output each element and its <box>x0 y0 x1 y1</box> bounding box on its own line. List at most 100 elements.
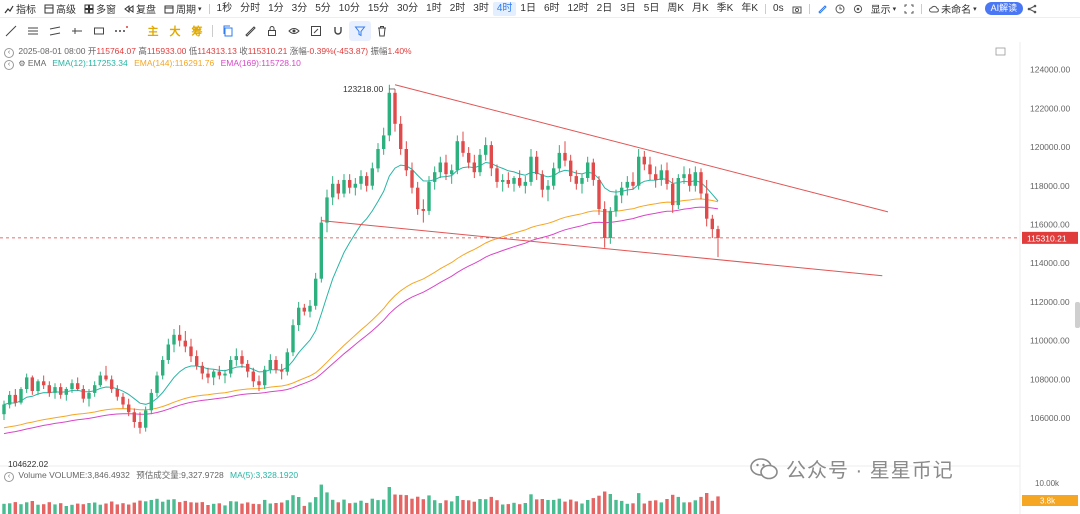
period-option[interactable]: 3分 <box>291 2 308 14</box>
candle-body[interactable] <box>586 162 590 179</box>
period-option[interactable]: 12时 <box>567 2 589 14</box>
candle-body[interactable] <box>8 394 12 405</box>
collapse-icon[interactable]: ‹ <box>4 60 14 70</box>
candle-body[interactable] <box>637 156 641 186</box>
candle-body[interactable] <box>518 178 522 186</box>
period-option[interactable]: 5日 <box>643 2 660 14</box>
candle-body[interactable] <box>648 164 652 175</box>
filter-icon[interactable] <box>349 21 371 41</box>
candle-body[interactable] <box>274 360 278 370</box>
collapse-icon[interactable]: ‹ <box>4 472 14 482</box>
horizontal-line-tool-icon[interactable] <box>66 21 88 41</box>
period-option[interactable]: 1时 <box>426 2 442 14</box>
candle-body[interactable] <box>620 187 624 196</box>
period-option[interactable]: 15分 <box>367 2 390 14</box>
settings-icon[interactable] <box>849 1 867 17</box>
candle-body[interactable] <box>161 360 165 376</box>
candle-body[interactable] <box>223 373 227 376</box>
candle-body[interactable] <box>297 307 301 326</box>
candle-body[interactable] <box>387 92 391 136</box>
camera-icon[interactable] <box>788 1 806 17</box>
candle-body[interactable] <box>642 156 646 165</box>
candle-body[interactable] <box>342 180 346 194</box>
candle-body[interactable] <box>574 176 578 184</box>
candle-body[interactable] <box>257 381 261 386</box>
candle-body[interactable] <box>382 135 386 149</box>
candle-body[interactable] <box>178 334 182 341</box>
candle-body[interactable] <box>353 183 357 188</box>
period-option[interactable]: 3时 <box>473 2 489 14</box>
candle-body[interactable] <box>206 373 210 378</box>
candle-body[interactable] <box>603 209 607 238</box>
rectangle-tool-icon[interactable] <box>88 21 110 41</box>
candle-body[interactable] <box>155 375 159 393</box>
candle-body[interactable] <box>212 371 216 378</box>
candle-body[interactable] <box>144 410 148 428</box>
candle-body[interactable] <box>614 195 618 212</box>
copy-icon[interactable] <box>217 21 239 41</box>
candle-body[interactable] <box>563 152 567 161</box>
period-option[interactable]: 6时 <box>543 2 560 14</box>
multi-window-button[interactable]: 多窗 <box>80 1 120 17</box>
candle-body[interactable] <box>25 377 29 389</box>
candle-body[interactable] <box>166 344 170 361</box>
candle-body[interactable] <box>127 404 131 413</box>
indicator-button[interactable]: 指标 <box>0 1 40 17</box>
settings-icon[interactable]: ⚙ <box>18 59 26 68</box>
lock-icon[interactable] <box>261 21 283 41</box>
candle-body[interactable] <box>529 156 533 182</box>
candle-body[interactable] <box>580 178 584 184</box>
candle-body[interactable] <box>506 180 510 184</box>
candle-body[interactable] <box>631 181 635 186</box>
candle-body[interactable] <box>285 352 289 372</box>
candle-body[interactable] <box>81 389 85 399</box>
candle-body[interactable] <box>359 176 363 184</box>
candle-body[interactable] <box>325 197 329 223</box>
candle-body[interactable] <box>200 365 204 374</box>
candle-body[interactable] <box>688 174 692 186</box>
trendline-tool-icon[interactable] <box>0 21 22 41</box>
candle-body[interactable] <box>251 371 255 382</box>
candle-body[interactable] <box>665 170 669 184</box>
period-option[interactable]: 5分 <box>315 2 331 14</box>
candle-body[interactable] <box>13 394 17 403</box>
ruler-icon[interactable] <box>239 21 261 41</box>
text-tool[interactable]: 筹 <box>191 26 203 38</box>
candle-body[interactable] <box>172 334 176 345</box>
candle-body[interactable] <box>76 383 80 389</box>
trash-icon[interactable] <box>371 21 393 41</box>
candle-body[interactable] <box>552 168 556 186</box>
candle-body[interactable] <box>263 369 267 386</box>
candle-body[interactable] <box>217 371 221 376</box>
candle-body[interactable] <box>410 170 414 188</box>
candle-body[interactable] <box>64 389 68 395</box>
candle-body[interactable] <box>438 162 442 173</box>
candle-body[interactable] <box>444 162 448 175</box>
candle-body[interactable] <box>195 356 199 366</box>
maximize-icon[interactable] <box>995 47 1006 56</box>
candle-body[interactable] <box>240 356 244 364</box>
candle-body[interactable] <box>115 389 119 397</box>
candle-body[interactable] <box>472 162 476 173</box>
replay-button[interactable]: 复盘 <box>120 1 160 17</box>
candle-body[interactable] <box>399 123 403 149</box>
candle-body[interactable] <box>671 183 675 206</box>
advanced-button[interactable]: 高级 <box>40 1 80 17</box>
candle-body[interactable] <box>104 375 108 380</box>
candle-body[interactable] <box>484 145 488 155</box>
candle-body[interactable] <box>716 229 720 238</box>
collapse-icon[interactable]: ‹ <box>4 48 14 58</box>
period-option[interactable]: 分时 <box>240 2 261 14</box>
candle-body[interactable] <box>512 178 516 184</box>
candle-body[interactable] <box>183 340 187 347</box>
fullscreen-icon[interactable] <box>900 1 918 17</box>
candle-body[interactable] <box>132 412 136 422</box>
candle-body[interactable] <box>659 170 663 180</box>
period-option[interactable]: 1日 <box>520 2 536 14</box>
period-option[interactable]: 3日 <box>620 2 636 14</box>
candle-body[interactable] <box>365 176 369 186</box>
channel-tool-icon[interactable] <box>44 21 66 41</box>
candle-body[interactable] <box>42 381 46 386</box>
candle-body[interactable] <box>70 383 74 389</box>
